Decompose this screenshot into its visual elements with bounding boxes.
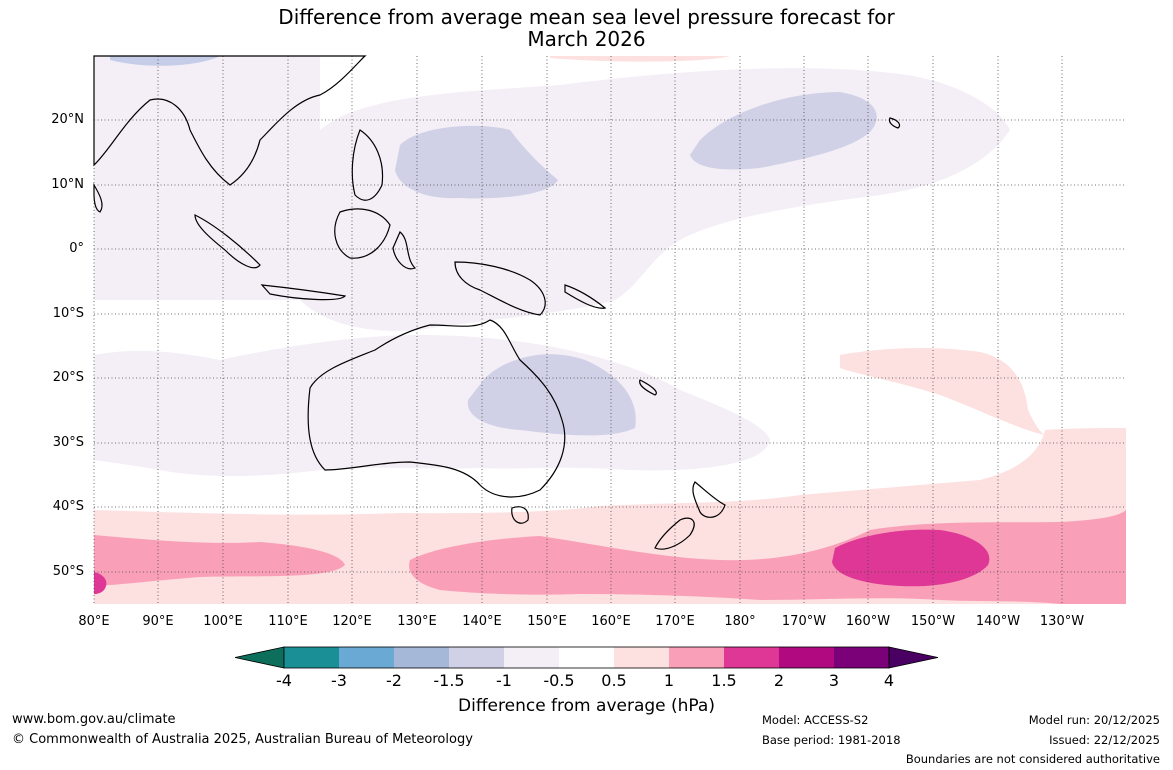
colorbar-swatch (339, 647, 394, 668)
colorbar-tick-label: -1.5 (433, 671, 465, 690)
longitude-label: 110°E (268, 614, 308, 629)
anomaly-region-minus-0p5-south (94, 335, 770, 476)
coastline-mainland-asia (93, 55, 367, 186)
colorbar-title: Difference from average (hPa) (458, 696, 715, 716)
coastline-tasmania (511, 506, 529, 524)
colorbar-tick-label: 1.5 (711, 671, 737, 690)
footer-model-run: Model run: 20/12/2025 (1028, 713, 1160, 727)
longitude-label: 160°W (845, 614, 891, 629)
colorbar-swatch (779, 647, 834, 668)
colorbar-tick-label: -0.5 (543, 671, 575, 690)
coastline-australia (307, 319, 566, 498)
colorbar-tick-label: 0.5 (601, 671, 627, 690)
colorbar-swatch (394, 647, 449, 668)
longitude-label: 150°W (910, 614, 956, 629)
footer-disclaimer: Boundaries are not considered authoritat… (905, 752, 1160, 766)
longitude-label: 80°E (78, 614, 110, 629)
latitude-label: 10°N (51, 177, 84, 192)
coastline-java (260, 284, 347, 301)
footer-model: Model: ACCESS-S2 (762, 713, 869, 727)
latitude-label: 20°N (51, 112, 84, 127)
colorbar-tick-label: 2 (773, 671, 785, 690)
latitude-label: 40°S (52, 499, 84, 514)
colorbar-tick-label: 1 (663, 671, 675, 690)
longitude-label: 120°E (332, 614, 372, 629)
longitude-label: 100°E (203, 614, 243, 629)
colorbar-tick-label: 3 (828, 671, 840, 690)
latitude-label: 10°S (52, 306, 84, 321)
longitude-label: 180° (724, 614, 756, 629)
pressure-anomaly-field (94, 56, 1126, 604)
coastline-new-zealand-south (654, 517, 695, 550)
latitude-label: 0° (69, 241, 84, 256)
graticule (93, 56, 1126, 604)
map-title-line2: March 2026 (527, 27, 646, 51)
longitude-label: 90°E (142, 614, 174, 629)
anomaly-region-plus-0p5-north-edge (550, 56, 730, 62)
longitude-label: 140°W (975, 614, 1021, 629)
coastline-borneo (334, 208, 391, 259)
coastlines (93, 55, 901, 550)
colorbar-swatch (724, 647, 779, 668)
colorbar-tick-label: -2 (386, 671, 402, 690)
map-title-line1: Difference from average mean sea level p… (278, 5, 895, 29)
coastline-india-tip (93, 182, 103, 213)
colorbar-outline (283, 646, 890, 669)
coastline-new-zealand-north (692, 481, 726, 518)
longitude-label: 160°E (591, 614, 631, 629)
longitude-label: 170°E (655, 614, 695, 629)
coastline-solomons (564, 284, 607, 309)
colorbar (234, 646, 939, 669)
colorbar-tick-label: 4 (883, 671, 895, 690)
longitude-label: 140°E (462, 614, 502, 629)
footer-website: www.bom.gov.au/climate (12, 712, 176, 727)
footer-copyright: © Commonwealth of Australia 2025, Austra… (12, 732, 473, 747)
colorbar-swatch (669, 647, 724, 668)
coastline-sumatra (194, 214, 261, 269)
colorbar-max-extension (888, 646, 939, 669)
colorbar-swatch (559, 647, 614, 668)
anomaly-region-minus-1-australia (467, 354, 636, 436)
anomaly-region-minus-1-far-north (110, 56, 220, 66)
longitude-label: 130°W (1039, 614, 1085, 629)
footer-base-period: Base period: 1981-2018 (762, 733, 901, 747)
latitude-label: 50°S (52, 564, 84, 579)
anomaly-region-plus-1p5-west (94, 572, 107, 594)
colorbar-tick-label: -4 (276, 671, 292, 690)
colorbar-swatch (504, 647, 559, 668)
longitude-label: 150°E (527, 614, 567, 629)
longitude-label: 170°W (781, 614, 827, 629)
colorbar-tick-label: -3 (331, 671, 347, 690)
colorbar-swatch (284, 647, 339, 668)
coastline-new-guinea (454, 261, 546, 316)
coastline-sulawesi (392, 231, 417, 270)
coastline-new-caledonia (639, 379, 657, 396)
footer-issued: Issued: 22/12/2025 (1049, 733, 1160, 747)
colorbar-min-extension (234, 646, 285, 669)
colorbar-swatch (449, 647, 504, 668)
colorbar-swatch (834, 647, 889, 668)
coastline-hawaii (888, 117, 901, 129)
anomaly-region-minus-0p5-north (94, 56, 1010, 331)
colorbar-swatch (614, 647, 669, 668)
latitude-label: 30°S (52, 435, 84, 450)
coastline-philippines (351, 129, 384, 201)
longitude-label: 130°E (397, 614, 437, 629)
anomaly-region-plus-0p5-central-pacific (840, 348, 1045, 435)
anomaly-region-minus-1-nw (395, 125, 558, 199)
latitude-label: 20°S (52, 370, 84, 385)
anomaly-region-minus-1-ne (690, 92, 877, 170)
colorbar-tick-label: -1 (496, 671, 512, 690)
